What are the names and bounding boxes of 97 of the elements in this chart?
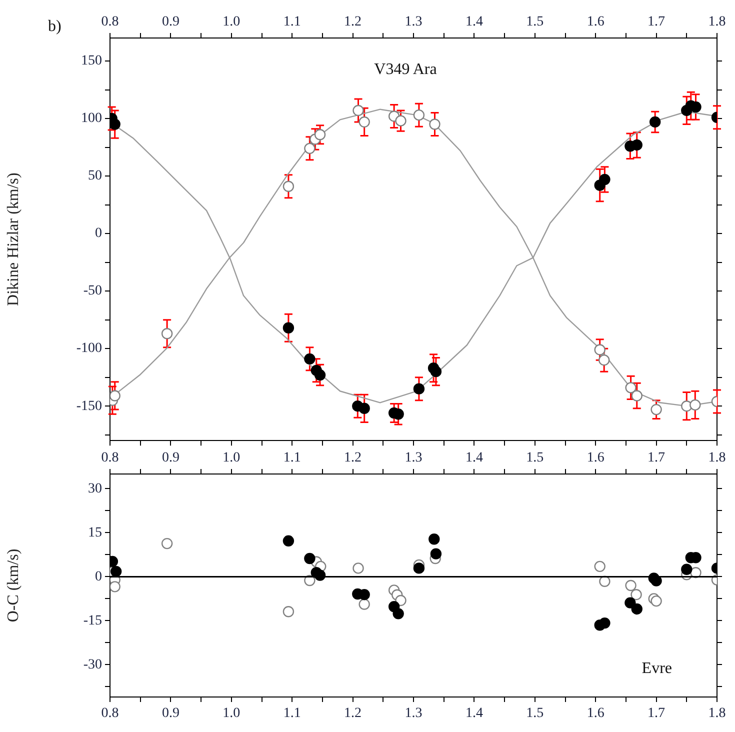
- point: [161, 538, 173, 550]
- y-axis-title: Dikine Hizlar (km/s): [4, 172, 22, 306]
- x-tick-label: 1.6: [586, 14, 604, 30]
- x2-tick-label: 1.1: [283, 706, 301, 722]
- x-tick-label: 1.4: [465, 450, 483, 466]
- x-tick-label: 1.3: [404, 450, 422, 466]
- x2-tick-label: 1.4: [465, 706, 483, 722]
- y-tick-label: -150: [76, 398, 102, 414]
- point: [430, 548, 442, 560]
- point: [358, 116, 370, 128]
- point: [282, 535, 294, 546]
- point: [110, 566, 122, 578]
- y-tick-label: 50: [88, 168, 102, 184]
- text: b): [48, 18, 62, 36]
- point: [282, 322, 294, 334]
- point: [282, 606, 294, 618]
- x-tick-label: 1.8: [708, 450, 726, 466]
- point: [650, 404, 662, 416]
- y-tick-label: 100: [81, 111, 102, 126]
- x2-tick-label: 1.0: [222, 706, 240, 722]
- x-tick-label: 1.7: [648, 450, 666, 466]
- y-tick-label: 15: [88, 525, 102, 540]
- annotation: V349 Ara: [374, 61, 437, 78]
- point: [110, 118, 120, 130]
- y-tick-label: 150: [81, 54, 102, 69]
- point: [413, 383, 425, 394]
- x2-tick-label: 1.5: [526, 706, 544, 722]
- x2-tick-label: 0.9: [162, 706, 180, 722]
- x2-tick-label: 1.2: [344, 706, 362, 722]
- y-tick-label: -30: [83, 657, 102, 672]
- point: [429, 118, 440, 130]
- point: [304, 353, 316, 365]
- x-tick-label: 1.7: [648, 14, 666, 30]
- x-tick-label: 0.8: [101, 450, 119, 466]
- point: [630, 588, 642, 600]
- x-tick-label: 1.2: [344, 450, 362, 466]
- point: [650, 595, 662, 607]
- point: [161, 328, 173, 340]
- point: [430, 366, 442, 378]
- x-tick-label: 1.4: [465, 14, 483, 30]
- point: [599, 617, 610, 629]
- x2-tick-label: 1.6: [586, 706, 604, 722]
- point: [624, 597, 636, 608]
- x-tick-label: 1.0: [222, 14, 240, 30]
- point: [594, 344, 606, 356]
- x2-tick-label: 1.7: [648, 706, 666, 722]
- x-axis-title: Evre: [642, 660, 672, 678]
- point: [314, 129, 326, 140]
- x-tick-label: 0.9: [162, 14, 180, 30]
- point: [599, 174, 610, 186]
- y-tick-label: -15: [83, 613, 102, 628]
- point: [304, 142, 316, 154]
- point: [631, 603, 642, 615]
- point: [594, 560, 606, 572]
- y-tick-label: -100: [76, 341, 102, 356]
- point: [625, 382, 636, 394]
- point: [358, 402, 370, 414]
- x-tick-label: 1.8: [708, 14, 726, 30]
- point: [649, 116, 661, 128]
- point: [395, 115, 406, 126]
- point: [625, 580, 636, 592]
- point: [413, 562, 425, 574]
- x-tick-label: 1.6: [586, 450, 604, 466]
- x-tick-label: 1.0: [222, 450, 240, 466]
- x-tick-label: 0.9: [162, 450, 180, 466]
- x2-tick-label: 1.8: [708, 706, 726, 722]
- point: [352, 104, 364, 116]
- point: [314, 369, 326, 381]
- x-tick-label: 0.8: [101, 14, 119, 30]
- x2-tick-label: 0.8: [101, 706, 119, 722]
- point: [428, 534, 440, 545]
- point: [304, 552, 316, 564]
- point: [413, 109, 425, 121]
- x-tick-label: 1.5: [526, 14, 544, 30]
- y-tick-label: 0: [95, 569, 102, 584]
- x-tick-label: 1.2: [344, 14, 362, 30]
- point: [352, 562, 364, 574]
- point: [392, 608, 404, 620]
- y-tick-label: 0: [95, 226, 102, 242]
- point: [598, 354, 610, 366]
- x-tick-label: 1.1: [283, 14, 301, 30]
- point: [690, 399, 701, 411]
- point: [110, 390, 120, 402]
- point: [110, 581, 120, 592]
- point: [358, 598, 370, 610]
- point: [631, 139, 642, 151]
- x-tick-label: 1.5: [526, 450, 544, 466]
- y-tick-label: 30: [88, 481, 102, 496]
- point: [282, 180, 294, 192]
- x-tick-label: 1.1: [283, 450, 301, 466]
- point: [395, 594, 406, 606]
- y-axis-title: O-C (km/s): [4, 548, 22, 622]
- y-tick-label: -50: [83, 284, 102, 299]
- point: [631, 390, 642, 402]
- x-tick-label: 1.3: [404, 14, 422, 30]
- point: [681, 564, 692, 575]
- x2-tick-label: 1.3: [404, 706, 422, 722]
